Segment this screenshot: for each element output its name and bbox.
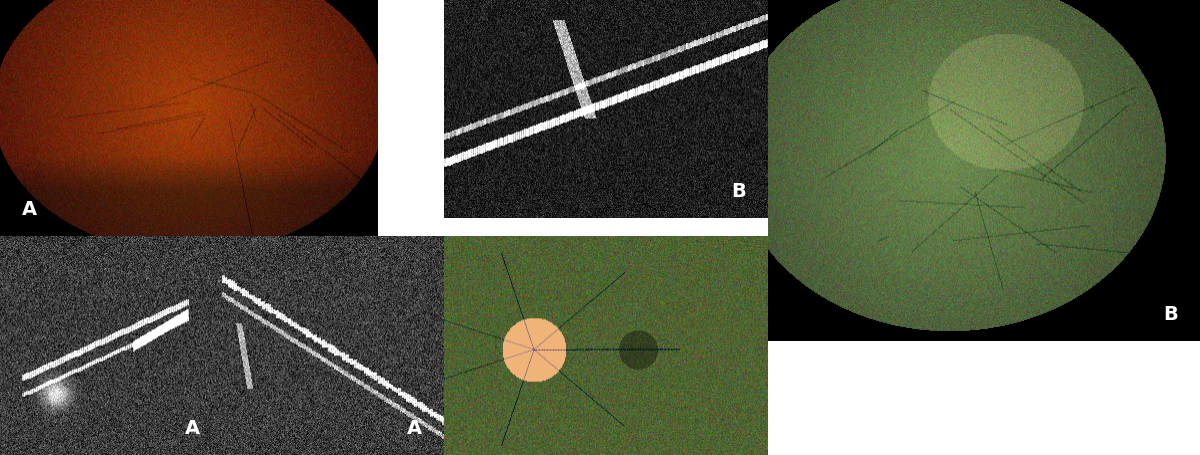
- Bar: [0, 0, 378, 237]
- Text: B: B: [732, 182, 746, 201]
- Bar: [222, 237, 444, 455]
- Bar: [444, 237, 768, 455]
- Text: A: A: [22, 200, 37, 219]
- Text: B: B: [1164, 305, 1178, 324]
- Text: A: A: [407, 419, 422, 438]
- Bar: [378, 0, 444, 218]
- Bar: [768, 341, 1200, 455]
- Text: A: A: [185, 419, 200, 438]
- Bar: [768, 0, 1200, 341]
- Bar: [0, 237, 222, 455]
- Bar: [444, 0, 768, 218]
